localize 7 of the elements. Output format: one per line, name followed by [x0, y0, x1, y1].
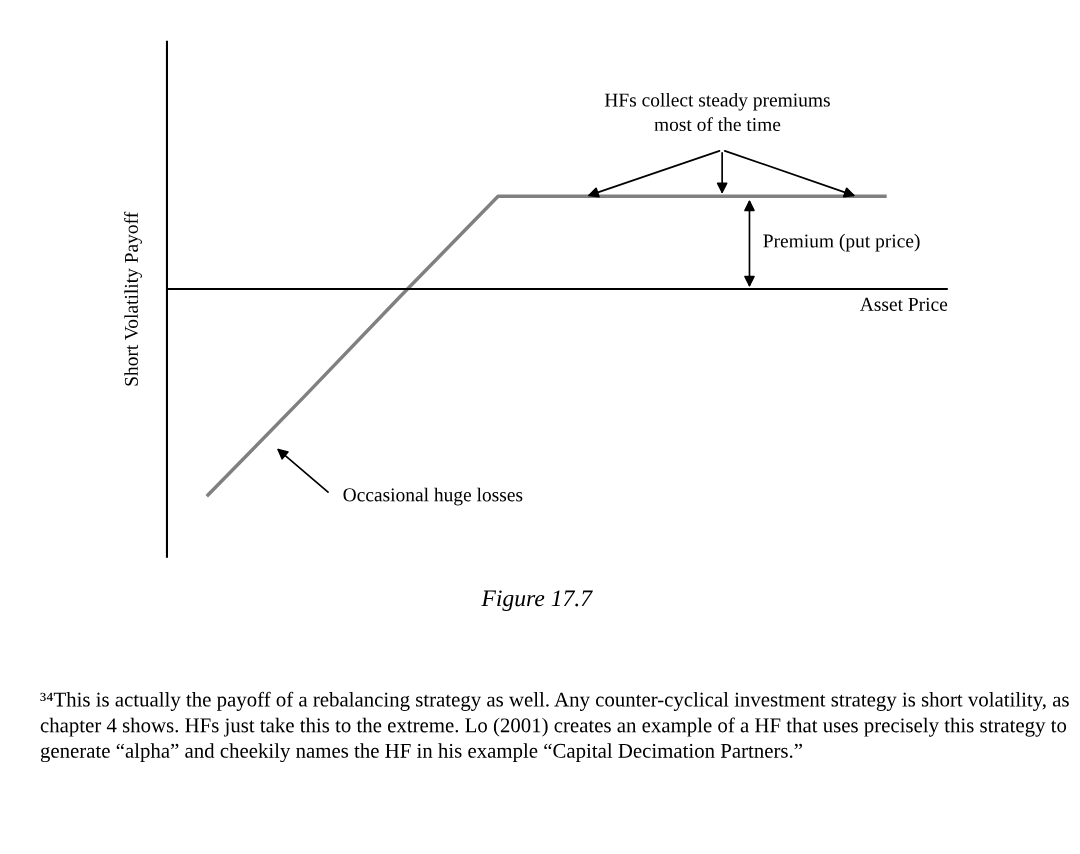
annotation: Occasional huge losses [343, 487, 523, 506]
text: ³⁴This is actually the payoff of a rebalancing strategy as well. Any counter-cyclical investment strategy is short volatility, as chapter 4 shows. HFs just take this to the extreme. Lo (2001) creates an example of a HF that uses precisely this strategy to generate “alpha” and cheekily names the HF in his example “Capital Decimation Partners.” [40, 691, 1069, 763]
y-axis-title: Short Volatility Payoff [124, 211, 142, 386]
text: HFs collect steady premiums most of the time [604, 92, 830, 132]
x-axis-title: Asset Price [859, 297, 948, 311]
caption: Figure 17.7 [481, 590, 593, 612]
annotation: Premium (put price) [763, 233, 920, 252]
